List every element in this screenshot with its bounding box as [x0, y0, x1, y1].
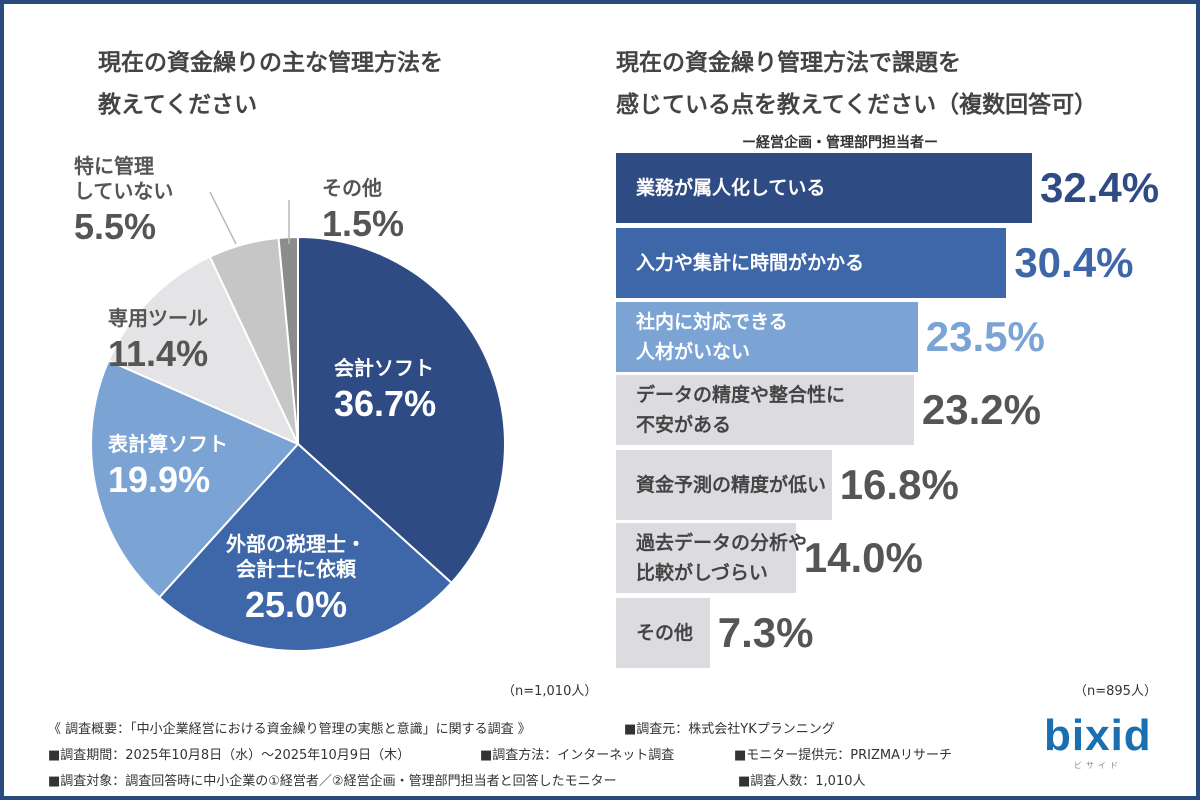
bar-label-line: 不安がある [636, 414, 732, 436]
bar-label-line: その他 [636, 621, 694, 644]
bar-label: 業務が属人化している [636, 173, 825, 203]
bar-title-line: 感じている点を教えてください（複数回答可） [616, 92, 1098, 118]
pie-label-name: 会計ソフト [334, 356, 434, 380]
pie-value-label: 5.5% [74, 206, 157, 247]
bar-label: 資金予測の精度が低い [636, 470, 826, 500]
logo-text: bixid [1044, 711, 1152, 760]
logo-subtext: ビサイド [1073, 761, 1122, 770]
pie-slice [297, 235, 506, 585]
survey-method: ■調査方法：インターネット調査 [480, 748, 675, 763]
pie-label-name: 特に管理 [74, 154, 154, 178]
pie-value-label: 25.0% [244, 584, 348, 625]
survey-period: ■調査期間：2025年10月8日（水）～2025年10月9日（木） [48, 748, 411, 763]
bar-value-label: 7.3% [717, 609, 814, 656]
pie-chart [90, 191, 506, 652]
survey-monitor: ■モニター提供元：PRIZMAリサーチ [734, 748, 953, 763]
bar-label: 過去データの分析や 比較がしづらい [636, 528, 807, 589]
bar: 社内に対応できる 人材がいない [616, 302, 918, 372]
survey-target: ■調査対象：調査回答時に中小企業の①経営者／②経営企画・管理部門担当者と回答した… [48, 774, 617, 789]
pie-value-label: 36.7% [334, 383, 437, 424]
bar-label-line: 比較がしづらい [636, 562, 768, 584]
pie-slice [90, 359, 300, 599]
survey-source: ■調査元：株式会社YKプランニング [624, 722, 835, 737]
pie-value-label: 11.4% [108, 333, 209, 374]
bar: 業務が属人化している [616, 153, 1033, 223]
pie-slice [157, 442, 453, 652]
bar: 資金予測の精度が低い [616, 450, 832, 520]
pie-label-name: 専用ツール [108, 306, 208, 330]
survey-overview: 《 調査概要：「中小企業経営における資金繰り管理の実態と意識」に関する調査 》 [48, 722, 531, 737]
bar: 入力や集計に時間がかかる [616, 228, 1007, 298]
pie-title-line: 現在の資金繰りの主な管理方法を [98, 50, 443, 76]
pie-label: 専用ツール 11.4% [108, 306, 208, 376]
bar: データの精度や整合性に 不安がある [616, 375, 914, 445]
bar: 過去データの分析や 比較がしづらい [616, 523, 807, 593]
bar-label: 社内に対応できる 人材がいない [636, 307, 788, 368]
pie-label-name: 会計士に依頼 [236, 557, 356, 581]
bar-sample-size: （n=895人） [1074, 684, 1157, 699]
pie-value-label: 1.5% [322, 203, 405, 244]
bar-label-line: データの精度や整合性に [636, 383, 846, 406]
bar-label-line: 業務が属人化している [636, 176, 826, 199]
bar-label-line: 入力や集計に時間がかかる [636, 251, 865, 274]
bar-value-label: 14.0% [803, 534, 923, 581]
pie-label-name: 表計算ソフト [108, 432, 228, 456]
bixid-logo: bixid ビサイド [1044, 712, 1152, 771]
bar-subtitle: ー経営企画・管理部門担当者ー [742, 135, 938, 151]
pie-label: 特に管理 していない 5.5% [74, 154, 173, 249]
bar-value-label: 30.4% [1014, 239, 1134, 286]
pie-label-name: その他 [322, 176, 382, 200]
bar-label-line: 過去データの分析や [636, 531, 808, 554]
pie-label-name: 外部の税理士・ [226, 532, 366, 556]
bar-title: 現在の資金繰り管理方法で課題を 感じている点を教えてください（複数回答可） [616, 42, 1097, 126]
pie-label: 外部の税理士・ 会計士に依頼 25.0% [226, 532, 366, 627]
pie-label: その他 1.5% [322, 176, 404, 246]
survey-count: ■調査人数：1,010人 [738, 774, 866, 789]
bar-label-line: 社内に対応できる [636, 310, 788, 333]
bar-label-line: 資金予測の精度が低い [636, 473, 827, 496]
bar: その他 [616, 598, 710, 668]
pie-label-name: していない [74, 179, 174, 203]
infographic: 現在の資金繰りの主な管理方法を 教えてください 会計ソフト 36.7% 外部の税理士… [4, 4, 1196, 796]
leader-line [209, 191, 237, 245]
pie-slice [277, 235, 299, 445]
pie-label: 会計ソフト 36.7% [334, 356, 436, 426]
bar-label: データの精度や整合性に 不安がある [636, 380, 845, 441]
bar-value-label: 23.5% [925, 313, 1045, 360]
bar-label: その他 [636, 618, 693, 648]
bar-value-label: 16.8% [839, 461, 959, 508]
pie-label: 表計算ソフト 19.9% [108, 432, 228, 502]
pie-title: 現在の資金繰りの主な管理方法を 教えてください [98, 42, 443, 126]
pie-title-line: 教えてください [98, 92, 258, 118]
pie-slice [107, 255, 301, 446]
bar-title-line: 現在の資金繰り管理方法で課題を [616, 50, 961, 76]
bar-value-label: 32.4% [1040, 164, 1160, 211]
pie-value-label: 19.9% [108, 459, 211, 500]
bar-label: 入力や集計に時間がかかる [636, 248, 864, 278]
bar-value-label: 23.2% [921, 386, 1041, 433]
bar-label-line: 人材がいない [636, 341, 751, 363]
pie-sample-size: （n=1,010人） [502, 684, 598, 699]
